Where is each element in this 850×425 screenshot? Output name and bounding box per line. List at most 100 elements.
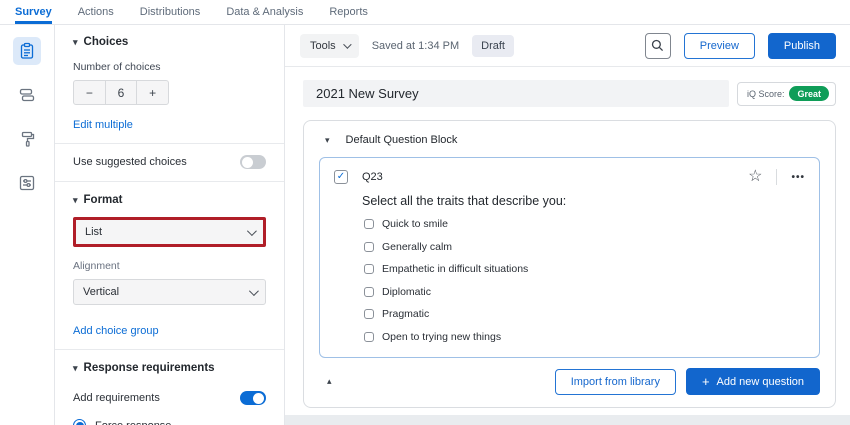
import-from-library-button[interactable]: Import from library xyxy=(554,368,676,395)
tab-distributions[interactable]: Distributions xyxy=(139,5,201,18)
survey-builder-icon[interactable] xyxy=(13,37,41,65)
list-item[interactable]: Empathetic in difficult situations xyxy=(364,263,805,275)
format-type-value: List xyxy=(85,226,103,238)
add-new-question-button[interactable]: + Add new question xyxy=(685,368,820,395)
publish-button[interactable]: Publish xyxy=(767,32,836,59)
preview-button[interactable]: Preview xyxy=(683,32,755,59)
survey-flow-icon[interactable] xyxy=(13,81,41,109)
divider xyxy=(55,181,284,182)
search-button[interactable] xyxy=(644,32,671,59)
block-collapse-caret-icon[interactable]: ▾ xyxy=(325,134,330,145)
choice-checkbox[interactable] xyxy=(364,331,374,342)
question-card[interactable]: ✓ Q23 ☆ ••• Select all the traits that d… xyxy=(319,157,820,358)
check-icon: ✓ xyxy=(336,171,346,182)
question-select-checkbox[interactable]: ✓ xyxy=(334,170,348,184)
increment-button[interactable]: + xyxy=(136,81,168,104)
star-icon[interactable]: ☆ xyxy=(748,168,763,185)
choice-label: Empathetic in difficult situations xyxy=(382,263,529,275)
survey-title-row: 2021 New Survey iQ Score: Great xyxy=(303,80,836,107)
format-section-header[interactable]: ▾ Format xyxy=(73,194,266,206)
use-suggested-choices-row: Use suggested choices xyxy=(73,155,266,169)
iq-score-value: Great xyxy=(789,86,829,101)
alignment-value: Vertical xyxy=(83,286,120,298)
tab-actions[interactable]: Actions xyxy=(77,5,114,18)
choice-checkbox[interactable] xyxy=(364,309,374,319)
divider xyxy=(776,169,778,185)
list-item[interactable]: Pragmatic xyxy=(364,308,805,320)
survey-options-icon[interactable] xyxy=(13,169,41,197)
collapse-up-caret-icon[interactable]: ▴ xyxy=(327,376,332,386)
choice-label: Pragmatic xyxy=(382,308,430,320)
draft-status-badge: Draft xyxy=(472,34,514,57)
alignment-label: Alignment xyxy=(73,260,120,272)
choice-label: Diplomatic xyxy=(382,285,432,298)
block-footer: ▴ Import from library + Add new question xyxy=(319,368,820,395)
list-item[interactable]: Quick to smile xyxy=(364,218,805,230)
chevron-down-icon xyxy=(248,285,259,296)
choice-checkbox[interactable] xyxy=(364,264,374,274)
choices-section-title: Choices xyxy=(83,36,129,48)
number-of-choices-stepper: − 6 + xyxy=(73,80,169,105)
left-icon-rail xyxy=(0,25,55,425)
add-choice-group-link[interactable]: Add choice group xyxy=(73,325,159,337)
format-section-title: Format xyxy=(83,194,123,206)
more-options-icon[interactable]: ••• xyxy=(791,171,805,183)
chevron-down-icon xyxy=(246,225,257,236)
list-item[interactable]: Diplomatic xyxy=(364,286,805,298)
main-area: Tools Saved at 1:34 PM Draft Preview Pub… xyxy=(285,25,850,425)
top-navigation: Survey Actions Distributions Data & Anal… xyxy=(0,0,850,25)
add-requirements-label: Add requirements xyxy=(73,392,160,404)
question-settings-sidebar: ▾ Choices Number of choices − 6 + Edit m… xyxy=(55,25,285,425)
plus-icon: + xyxy=(701,374,710,389)
decrement-button[interactable]: − xyxy=(74,81,106,104)
radio-selected-icon[interactable] xyxy=(73,419,86,425)
question-block: ▾ Default Question Block ✓ Q23 ☆ • xyxy=(303,120,836,408)
body: ▾ Choices Number of choices − 6 + Edit m… xyxy=(0,25,850,425)
add-requirements-row: Add requirements xyxy=(73,391,266,405)
question-id: Q23 xyxy=(362,171,383,183)
choices-section-header[interactable]: ▾ Choices xyxy=(73,36,266,48)
choice-count-value[interactable]: 6 xyxy=(117,85,125,100)
chevron-down-icon xyxy=(342,39,352,49)
collapse-caret-icon: ▾ xyxy=(73,36,78,47)
choice-checkbox[interactable] xyxy=(364,286,374,297)
tools-menu-button[interactable]: Tools xyxy=(300,33,359,58)
look-and-feel-icon[interactable] xyxy=(13,125,41,153)
add-new-question-label: Add new question xyxy=(716,375,804,388)
question-block-title: Default Question Block xyxy=(345,134,458,146)
survey-canvas: 2021 New Survey iQ Score: Great ▾ Defaul… xyxy=(285,67,850,415)
iq-score-badge[interactable]: iQ Score: Great xyxy=(736,81,836,106)
choice-label: Quick to smile xyxy=(382,218,448,230)
response-requirements-title: Response requirements xyxy=(83,362,215,374)
tab-data-analysis[interactable]: Data & Analysis xyxy=(226,5,304,18)
choice-label: Open to trying new things xyxy=(382,330,502,343)
search-icon xyxy=(652,39,664,52)
number-of-choices-label: Number of choices xyxy=(73,61,161,73)
collapse-caret-icon: ▾ xyxy=(73,362,78,373)
alignment-dropdown[interactable]: Vertical xyxy=(73,279,266,305)
choice-label: Generally calm xyxy=(382,240,453,253)
iq-score-label: iQ Score: xyxy=(746,88,785,99)
choice-checkbox[interactable] xyxy=(364,241,374,252)
tab-reports[interactable]: Reports xyxy=(329,5,368,18)
choice-checkbox[interactable] xyxy=(364,219,374,229)
question-block-header[interactable]: ▾ Default Question Block xyxy=(319,134,820,146)
question-text[interactable]: Select all the traits that describe you: xyxy=(362,194,567,208)
survey-title[interactable]: 2021 New Survey xyxy=(303,80,729,107)
force-response-label: Force response xyxy=(95,420,171,425)
editor-toolbar: Tools Saved at 1:34 PM Draft Preview Pub… xyxy=(285,25,850,67)
tab-survey[interactable]: Survey xyxy=(15,0,52,24)
divider xyxy=(55,349,284,350)
force-response-option[interactable]: Force response xyxy=(73,419,266,425)
add-requirements-toggle[interactable] xyxy=(240,391,266,405)
edit-multiple-link[interactable]: Edit multiple xyxy=(73,119,133,131)
use-suggested-choices-toggle[interactable] xyxy=(240,155,266,169)
format-type-dropdown[interactable]: List xyxy=(73,217,266,247)
collapse-caret-icon: ▾ xyxy=(73,194,78,205)
choice-list: Quick to smile Generally calm Empathetic… xyxy=(364,218,805,343)
response-requirements-header[interactable]: ▾ Response requirements xyxy=(73,362,266,374)
use-suggested-choices-label: Use suggested choices xyxy=(73,156,187,168)
list-item[interactable]: Generally calm xyxy=(364,241,805,253)
list-item[interactable]: Open to trying new things xyxy=(364,331,805,343)
